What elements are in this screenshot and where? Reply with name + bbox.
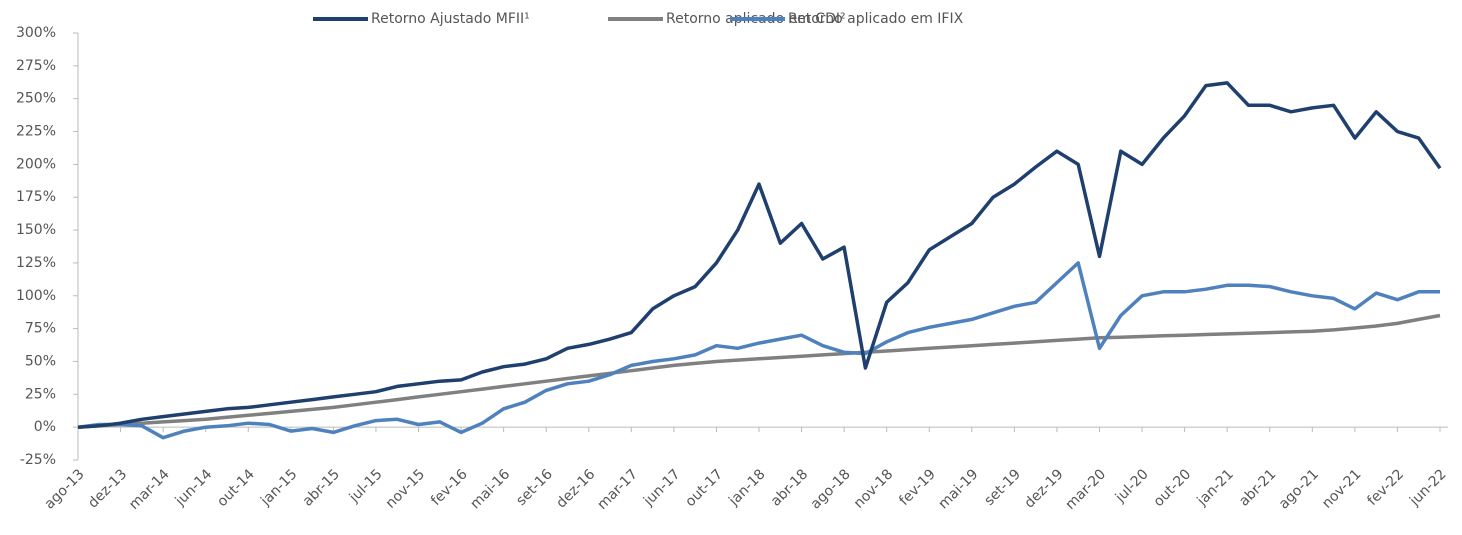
series-line <box>77 81 1442 429</box>
x-tick-label: dez-13 <box>85 466 130 511</box>
series-line <box>77 313 1441 429</box>
x-tick-label: set-16 <box>513 466 556 509</box>
x-tick-label: jan-18 <box>725 466 768 509</box>
y-tick-label: 125% <box>16 255 56 271</box>
y-tick-label: 175% <box>16 189 56 205</box>
x-tick-label: mar-17 <box>594 466 641 513</box>
x-tick-label: abr-18 <box>768 466 811 509</box>
x-tick-label: out-17 <box>682 466 726 510</box>
x-tick-label: ago-13 <box>42 466 88 512</box>
x-tick-label: nov-15 <box>383 466 428 511</box>
x-tick-label: nov-21 <box>1319 466 1364 511</box>
y-tick-label: 0% <box>34 419 56 435</box>
y-tick-label: 50% <box>25 353 56 369</box>
x-tick-label: jan-21 <box>1194 466 1237 509</box>
x-tick-label: mar-14 <box>126 466 173 513</box>
series-line <box>77 261 1440 440</box>
x-tick-label: mar-20 <box>1063 466 1110 513</box>
x-tick-label: ago-18 <box>808 466 854 512</box>
x-tick-label: out-14 <box>214 466 258 510</box>
x-tick-label: abr-21 <box>1236 466 1279 509</box>
y-tick-label: 150% <box>16 222 56 238</box>
y-tick-label: 200% <box>16 156 56 172</box>
x-tick-label: jul-20 <box>1112 466 1152 506</box>
x-tick-label: jan-15 <box>257 466 300 509</box>
y-tick-label: 100% <box>16 288 56 304</box>
x-tick-label: nov-18 <box>851 466 896 511</box>
y-tick-label: -25% <box>20 452 56 468</box>
x-tick-label: ago-21 <box>1276 466 1322 512</box>
x-tick-label: dez-19 <box>1022 466 1067 511</box>
x-tick-label: set-19 <box>981 466 1024 509</box>
x-tick-label: abr-15 <box>300 466 343 509</box>
y-tick-label: 225% <box>16 124 56 140</box>
x-tick-label: jun-22 <box>1406 466 1449 509</box>
x-tick-label: mai-19 <box>936 466 982 512</box>
x-tick-label: fev-19 <box>896 466 939 509</box>
y-tick-label: 250% <box>16 91 56 107</box>
x-tick-label: out-20 <box>1151 466 1195 510</box>
y-tick-label: 275% <box>16 58 56 74</box>
x-tick-label: jun-14 <box>172 466 216 510</box>
x-tick-label: dez-16 <box>553 466 598 511</box>
y-tick-label: 25% <box>25 386 56 402</box>
legend-label: Retorno aplicado em IFIX <box>788 11 964 27</box>
x-tick-label: jul-15 <box>346 466 386 506</box>
y-tick-label: 300% <box>16 25 56 41</box>
x-tick-label: mai-16 <box>467 466 513 512</box>
x-tick-label: fev-16 <box>428 466 471 509</box>
legend-label: Retorno Ajustado MFII¹ <box>371 11 530 27</box>
y-tick-label: 75% <box>25 321 56 337</box>
x-tick-label: jun-17 <box>640 466 683 509</box>
x-tick-label: fev-22 <box>1364 466 1407 509</box>
